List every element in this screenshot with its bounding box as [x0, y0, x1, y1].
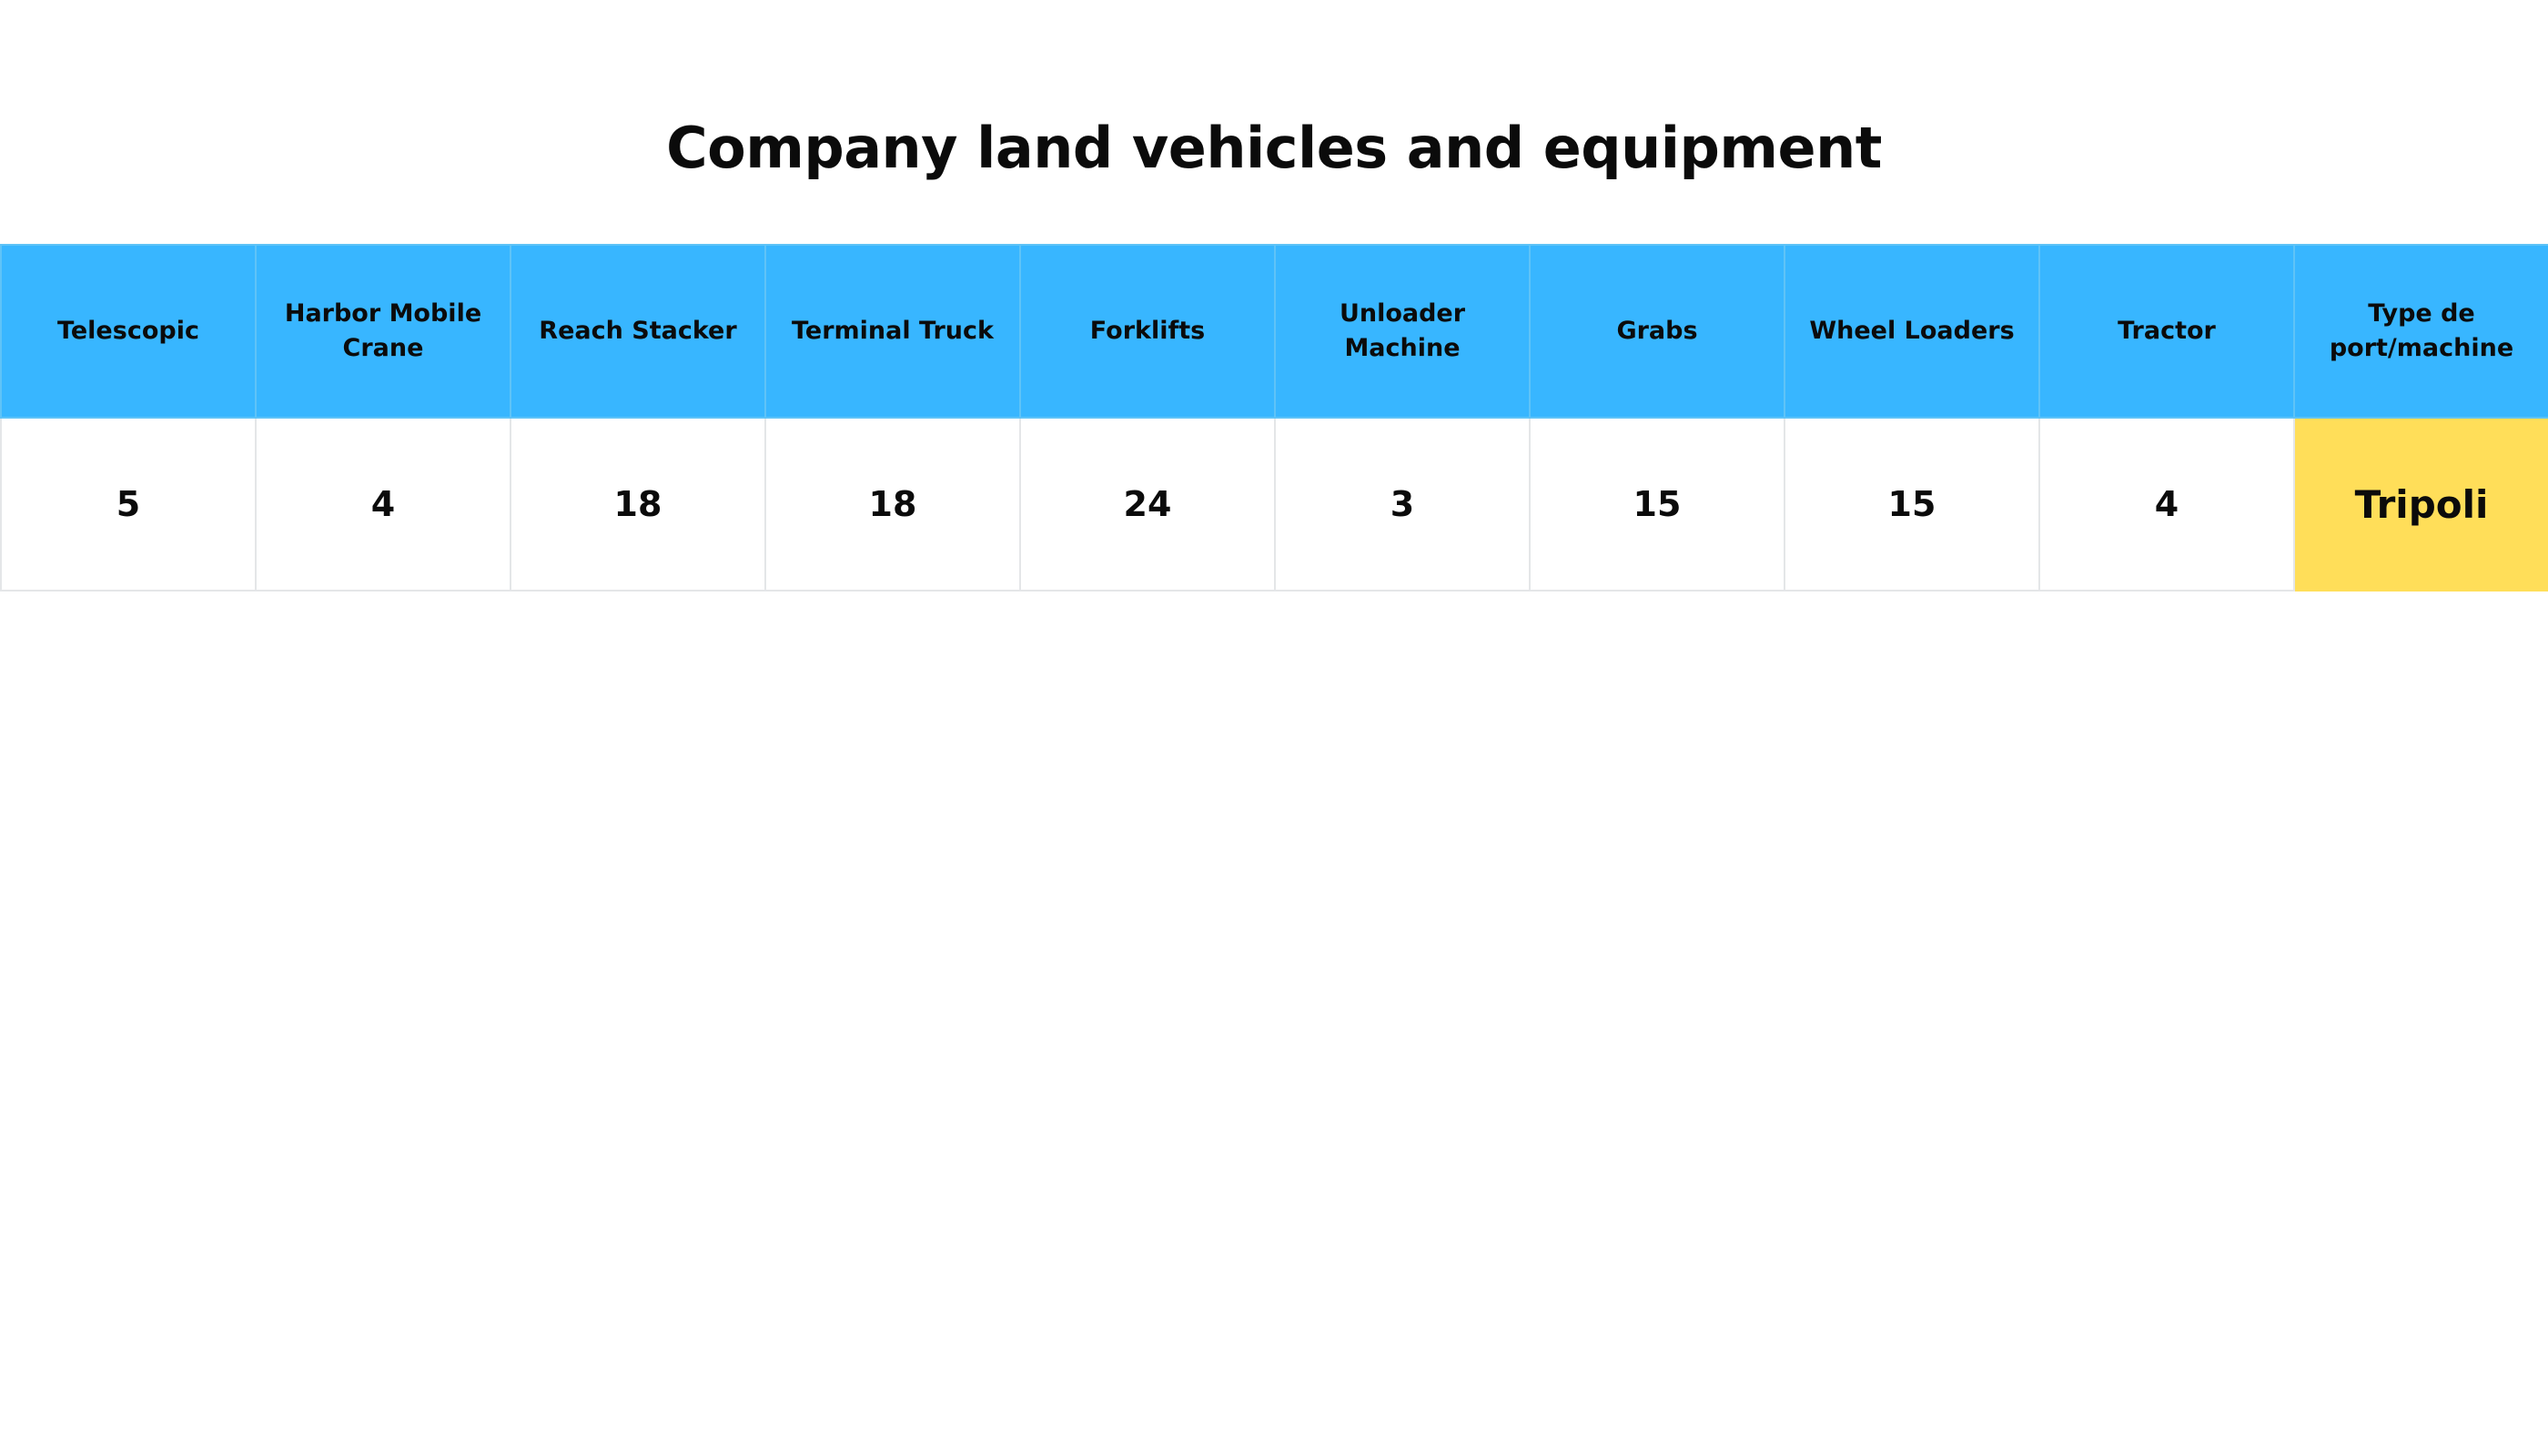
header-harbor-mobile-crane: Harbor Mobile Crane [255, 244, 511, 419]
header-terminal-truck: Terminal Truck [764, 244, 1021, 419]
header-grabs: Grabs [1529, 244, 1785, 419]
cell-forklifts-count: 24 [1019, 417, 1276, 592]
header-tractor: Tractor [2038, 244, 2295, 419]
cell-tractor-count: 4 [2038, 417, 2295, 592]
cell-telescopic-count: 5 [0, 417, 257, 592]
cell-harbor-mobile-crane-count: 4 [255, 417, 511, 592]
cell-unloader-machine-count: 3 [1274, 417, 1531, 592]
header-type-de-port-machine: Type de port/machine [2293, 244, 2548, 419]
page-title: Company land vehicles and equipment [666, 115, 1882, 181]
equipment-table: Telescopic Harbor Mobile Crane Reach Sta… [0, 244, 2548, 592]
cell-reach-stacker-count: 18 [510, 417, 766, 592]
header-wheel-loaders: Wheel Loaders [1784, 244, 2040, 419]
cell-wheel-loaders-count: 15 [1784, 417, 2040, 592]
table-header: Telescopic Harbor Mobile Crane Reach Sta… [0, 244, 2548, 419]
header-unloader-machine: Unloader Machine [1274, 244, 1531, 419]
table-body: 5 4 18 18 24 3 15 15 4 Tripoli [0, 417, 2548, 592]
header-telescopic: Telescopic [0, 244, 257, 419]
cell-terminal-truck-count: 18 [764, 417, 1021, 592]
header-forklifts: Forklifts [1019, 244, 1276, 419]
cell-grabs-count: 15 [1529, 417, 1785, 592]
cell-port-location: Tripoli [2293, 417, 2548, 592]
equipment-table-container: Telescopic Harbor Mobile Crane Reach Sta… [0, 244, 2548, 592]
table-row: 5 4 18 18 24 3 15 15 4 Tripoli [0, 417, 2548, 592]
header-row: Telescopic Harbor Mobile Crane Reach Sta… [0, 244, 2548, 419]
header-reach-stacker: Reach Stacker [510, 244, 766, 419]
